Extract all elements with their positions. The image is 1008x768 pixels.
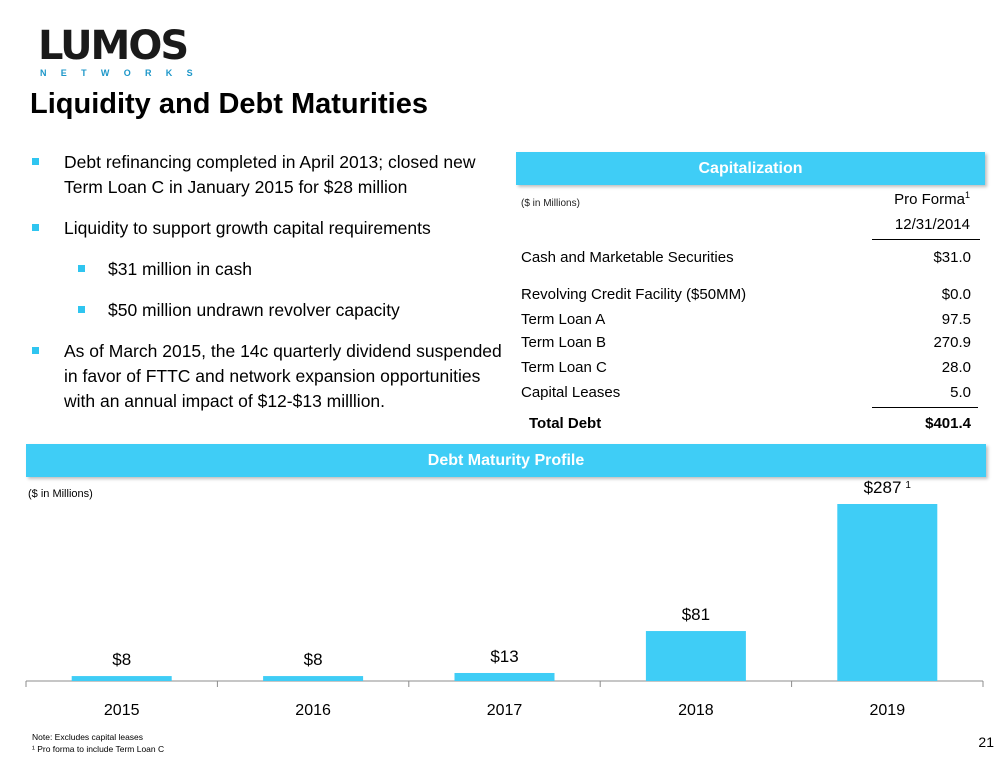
row-label: Term Loan A xyxy=(521,311,606,328)
bar-2019 xyxy=(837,504,938,681)
footnote-note: Note: Excludes capital leases xyxy=(32,732,144,742)
bullet-square-icon xyxy=(32,158,39,165)
data-label-2018: $81 xyxy=(682,605,710,624)
total-debt-row: Total Debt $401.4 xyxy=(529,415,971,432)
bullet-square-icon xyxy=(32,347,39,354)
total-value: $401.4 xyxy=(925,415,971,432)
row-value: 5.0 xyxy=(950,384,971,401)
bullet-square-icon xyxy=(78,265,85,272)
sum-underline xyxy=(872,407,978,408)
pro-forma-footnote-marker: 1 xyxy=(964,190,970,200)
table-row: Capital Leases 5.0 xyxy=(521,384,971,401)
data-label-2016: $8 xyxy=(304,650,323,669)
data-label-2015: $8 xyxy=(112,650,131,669)
pro-forma-label: Pro Forma xyxy=(894,191,965,208)
logo-subtitle: NETWORKS xyxy=(40,68,207,78)
bullet-text: $50 million undrawn revolver capacity xyxy=(108,300,400,320)
row-value: 97.5 xyxy=(941,311,971,328)
table-row: Term Loan B 270.9 xyxy=(521,334,971,351)
debt-maturity-header: Debt Maturity Profile xyxy=(26,444,986,477)
bullet-list: Debt refinancing completed in April 2013… xyxy=(30,150,508,430)
row-value: 28.0 xyxy=(941,359,971,376)
bullet-text: Liquidity to support growth capital requ… xyxy=(64,218,431,238)
bar-2017 xyxy=(454,672,555,681)
row-label: Capital Leases xyxy=(521,384,621,401)
bullet-text: $31 million in cash xyxy=(108,259,252,279)
row-label: Term Loan B xyxy=(521,334,607,351)
capitalization-header: Capitalization xyxy=(516,152,985,185)
row-value: $31.0 xyxy=(933,249,971,266)
capitalization-units: ($ in Millions) xyxy=(521,198,580,209)
x-tick-label-2016: 2016 xyxy=(295,702,331,719)
bullet-item: As of March 2015, the 14c quarterly divi… xyxy=(30,339,508,414)
data-label-2019: $287 1 xyxy=(864,478,912,497)
bar-2015 xyxy=(71,676,172,681)
x-tick-label-2015: 2015 xyxy=(104,702,140,719)
table-row: Term Loan C 28.0 xyxy=(521,359,971,376)
row-label: Revolving Credit Facility ($50MM) xyxy=(521,286,747,303)
row-value: $0.0 xyxy=(941,286,971,303)
logo-wordmark: LUMOS xyxy=(38,23,189,69)
row-label: Term Loan C xyxy=(521,359,607,376)
footnotes: Note: Excludes capital leases ¹ Pro form… xyxy=(32,731,164,755)
sub-bullet-item: $50 million undrawn revolver capacity xyxy=(30,298,508,323)
data-label-footnote-marker: 1 xyxy=(905,480,911,491)
bullet-item: Liquidity to support growth capital requ… xyxy=(30,216,508,241)
row-value: 270.9 xyxy=(933,334,971,351)
bar-2016 xyxy=(263,676,364,681)
bullet-text: As of March 2015, the 14c quarterly divi… xyxy=(64,341,502,411)
x-tick-label-2018: 2018 xyxy=(678,702,714,719)
table-row: Cash and Marketable Securities $31.0 xyxy=(521,249,971,266)
bullet-text: Debt refinancing completed in April 2013… xyxy=(64,152,476,197)
total-label: Total Debt xyxy=(529,415,602,432)
page-number: 21 xyxy=(978,734,994,750)
footnote-1: ¹ Pro forma to include Term Loan C xyxy=(32,744,165,754)
bar-2018 xyxy=(645,631,746,681)
row-label: Cash and Marketable Securities xyxy=(521,249,734,266)
company-logo: LUMOS NETWORKS xyxy=(38,23,210,82)
table-row: Term Loan A 97.5 xyxy=(521,311,971,328)
data-label-2017: $13 xyxy=(490,647,518,666)
bullet-square-icon xyxy=(32,224,39,231)
table-row: Revolving Credit Facility ($50MM) $0.0 xyxy=(521,286,971,303)
pro-forma-date: 12/31/2014 xyxy=(894,216,970,233)
debt-maturity-units: ($ in Millions) xyxy=(28,488,93,500)
x-tick-label-2019: 2019 xyxy=(870,702,906,719)
page-title: Liquidity and Debt Maturities xyxy=(30,88,428,120)
sub-bullet-item: $31 million in cash xyxy=(30,257,508,282)
x-tick-label-2017: 2017 xyxy=(487,702,523,719)
bullet-square-icon xyxy=(78,306,85,313)
bullet-item: Debt refinancing completed in April 2013… xyxy=(30,150,508,200)
pro-forma-header: Pro Forma1 xyxy=(894,190,970,208)
header-underline xyxy=(872,239,980,240)
